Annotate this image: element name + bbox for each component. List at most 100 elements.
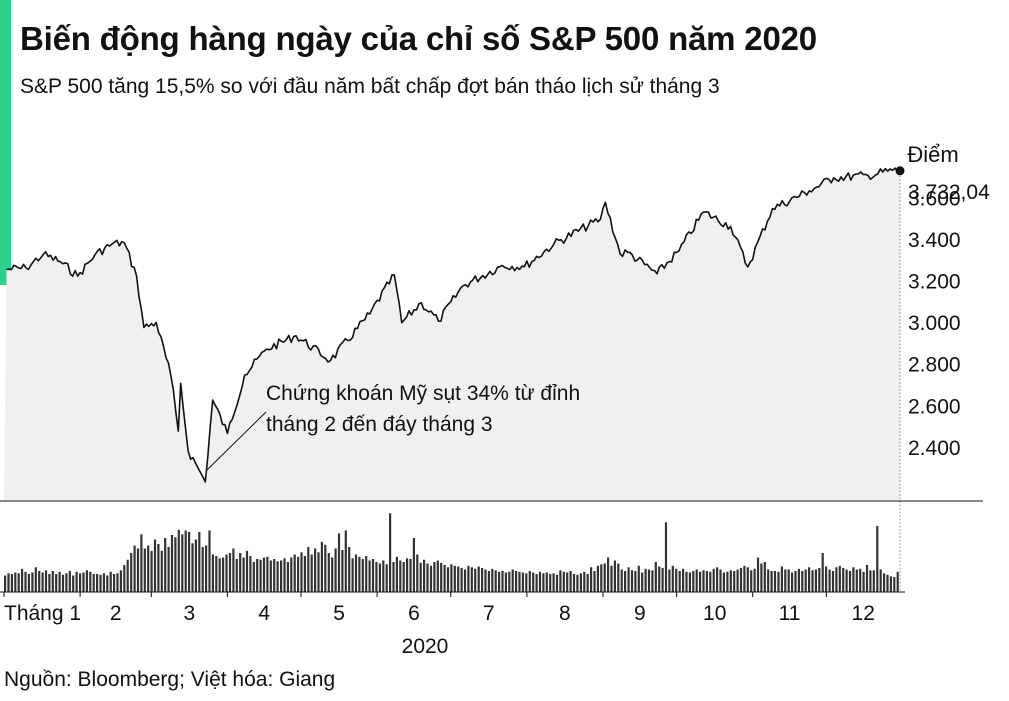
volume-bar (862, 571, 865, 593)
volume-bar (307, 547, 310, 592)
volume-bar (794, 571, 797, 592)
volume-bar (651, 570, 654, 593)
volume-bar (511, 569, 514, 592)
volume-bar (671, 565, 674, 593)
y-tick-label: 3.600 (908, 187, 961, 210)
volume-bar (791, 572, 794, 592)
volume-bar (692, 571, 695, 592)
volume-bar (600, 564, 603, 593)
volume-bar (239, 553, 242, 592)
y-tick-label: 3.200 (908, 271, 961, 294)
volume-bar (228, 553, 232, 592)
volume-bar (739, 568, 743, 592)
annotation-line-1: Chứng khoán Mỹ sụt 34% từ đỉnh (266, 382, 580, 405)
price-area-fill (4, 168, 900, 500)
volume-bar (337, 533, 341, 592)
volume-bar (300, 552, 303, 593)
volume-bar (378, 563, 381, 592)
volume-bar (579, 573, 582, 593)
volume-bar (133, 545, 136, 592)
volume-bar (286, 562, 289, 592)
volume-bar (423, 559, 426, 593)
volume-bar (702, 570, 705, 593)
volume-bar (559, 570, 562, 593)
chart-title: Biến động hàng ngày của chỉ số S&P 500 n… (20, 20, 817, 57)
volume-bar (729, 570, 732, 593)
volume-bar (528, 571, 531, 592)
volume-bar (89, 571, 92, 593)
volume-bar (484, 569, 487, 592)
volume-bar (293, 554, 296, 592)
price-line (6, 167, 900, 483)
volume-bar (385, 564, 388, 593)
volume-bar (283, 558, 286, 593)
volume-bar (494, 570, 497, 593)
volume-bar (382, 560, 385, 592)
volume-bar (835, 567, 838, 593)
y-axis-label: Điểm (907, 142, 958, 167)
volume-bar (324, 544, 327, 593)
volume-bar (433, 562, 436, 592)
volume-bar (590, 567, 593, 593)
volume-bar (123, 565, 126, 592)
y-tick-label: 3.000 (908, 312, 961, 335)
volume-bar (770, 571, 773, 592)
volume-bar (685, 571, 688, 593)
volume-bar (327, 553, 330, 592)
volume-bar (450, 564, 453, 593)
volume-bar (21, 568, 24, 593)
volume-bar (893, 577, 896, 592)
volume-bar (746, 567, 749, 593)
volume-bar (726, 571, 729, 593)
volume-bar (351, 558, 354, 593)
volume-bar (136, 548, 140, 592)
last-value-dot (895, 166, 905, 176)
volume-bar (269, 560, 272, 592)
volume-bar (143, 548, 146, 592)
volume-bar (821, 553, 824, 592)
volume-bar (620, 569, 623, 592)
volume-bar (419, 562, 422, 593)
annotation-line-2: tháng 2 đến đáy tháng 3 (266, 413, 493, 436)
volume-bar (126, 559, 129, 593)
volume-bar (406, 558, 409, 593)
volume-bar (852, 567, 855, 593)
volume-bar (773, 571, 777, 592)
volume-bar (763, 562, 766, 592)
volume-bar (845, 569, 848, 592)
annotation-leader-line (206, 411, 267, 471)
volume-bar (658, 566, 661, 592)
volume-bar (756, 557, 760, 592)
volume-bar (218, 558, 221, 593)
volume-bar (644, 568, 647, 593)
volume-bar (181, 534, 184, 593)
month-label: 8 (559, 602, 571, 625)
volume-bar (627, 567, 630, 593)
volume-bar (831, 571, 835, 592)
volume-bar (675, 568, 678, 593)
volume-bar (436, 560, 439, 592)
month-label: 7 (483, 602, 495, 625)
volume-bar (825, 566, 828, 592)
volume-bar (552, 573, 555, 593)
volume-bar (222, 557, 225, 592)
volume-bar (85, 570, 88, 593)
month-label: 4 (258, 602, 270, 625)
volume-bar (48, 574, 51, 592)
volume-bar (31, 572, 34, 592)
volume-bar (481, 568, 484, 592)
volume-bar (460, 568, 463, 592)
volume-bar (317, 552, 320, 593)
volume-bar (624, 571, 627, 592)
volume-bar (804, 569, 807, 592)
volume-bar (44, 570, 48, 593)
volume-bar (487, 571, 490, 592)
volume-bar (79, 573, 82, 593)
volume-bar (818, 568, 821, 592)
volume-bar (569, 571, 572, 592)
source-note: Nguồn: Bloomberg; Việt hóa: Giang (4, 668, 336, 691)
volume-bar (797, 568, 800, 593)
volume-bar (535, 574, 538, 592)
volume-bar (341, 550, 344, 592)
volume-bar (429, 565, 433, 593)
